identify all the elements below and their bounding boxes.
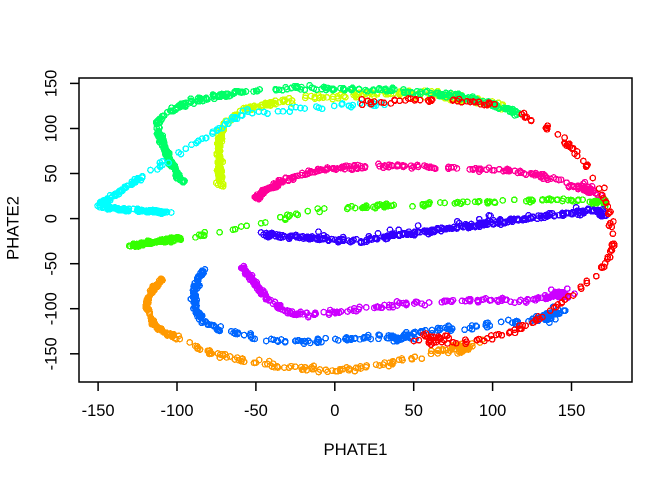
svg-text:0: 0: [330, 402, 339, 420]
svg-text:100: 100: [479, 402, 507, 420]
svg-text:150: 150: [43, 70, 61, 98]
svg-text:-50: -50: [244, 402, 268, 420]
svg-text:PHATE1: PHATE1: [323, 440, 387, 459]
svg-text:100: 100: [43, 115, 61, 143]
svg-text:0: 0: [43, 214, 61, 223]
svg-text:-150: -150: [82, 402, 115, 420]
svg-text:150: 150: [558, 402, 586, 420]
svg-text:50: 50: [43, 164, 61, 182]
svg-text:-150: -150: [43, 337, 61, 370]
svg-text:-100: -100: [43, 292, 61, 325]
svg-text:-100: -100: [160, 402, 193, 420]
svg-text:-50: -50: [43, 252, 61, 276]
svg-text:PHATE2: PHATE2: [4, 196, 23, 260]
svg-text:50: 50: [405, 402, 423, 420]
